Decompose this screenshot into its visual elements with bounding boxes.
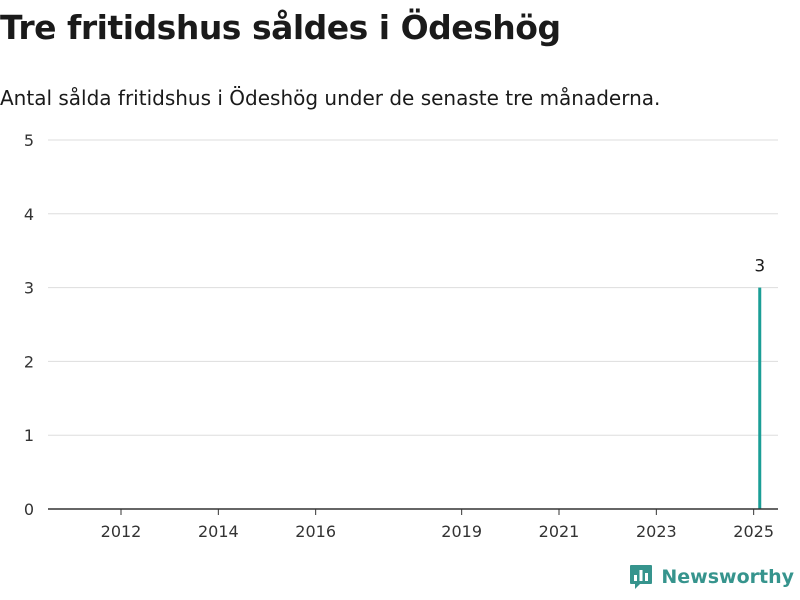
y-tick-label: 1: [24, 426, 34, 445]
y-tick-label: 4: [24, 205, 34, 224]
highlight-bar: [758, 287, 762, 509]
x-tick-label: 2021: [539, 522, 580, 541]
y-tick-label: 2: [24, 352, 34, 371]
brand-name: Newsworthy: [661, 566, 794, 588]
y-tick-label: 3: [24, 279, 34, 298]
y-tick-label: 5: [24, 131, 34, 150]
y-tick-label: 0: [24, 500, 34, 519]
x-tick-label: 2012: [101, 522, 142, 541]
chart-title: Tre fritidshus såldes i Ödeshög: [0, 8, 561, 47]
chart-subtitle: Antal sålda fritidshus i Ödeshög under d…: [0, 86, 661, 110]
bar-chart: 0 1 2 3 4 5 3 2012 2014 2016 2019 2021 2023 2025: [24, 131, 778, 541]
x-tick-label: 2016: [295, 522, 336, 541]
x-tick-label: 2019: [441, 522, 482, 541]
x-tick-label: 2025: [733, 522, 774, 541]
x-tick-label: 2023: [636, 522, 677, 541]
newsworthy-logo: Newsworthy: [629, 564, 794, 590]
axes: 0 1 2 3 4 5 3 2012 2014 2016 2019 2021 2023 2025: [24, 131, 778, 541]
gridlines: [48, 139, 778, 436]
x-tick-label: 2014: [198, 522, 239, 541]
bars: [758, 287, 762, 509]
highlight-value-label: 3: [754, 257, 765, 277]
bar-chart-bubble-icon: [630, 565, 653, 589]
